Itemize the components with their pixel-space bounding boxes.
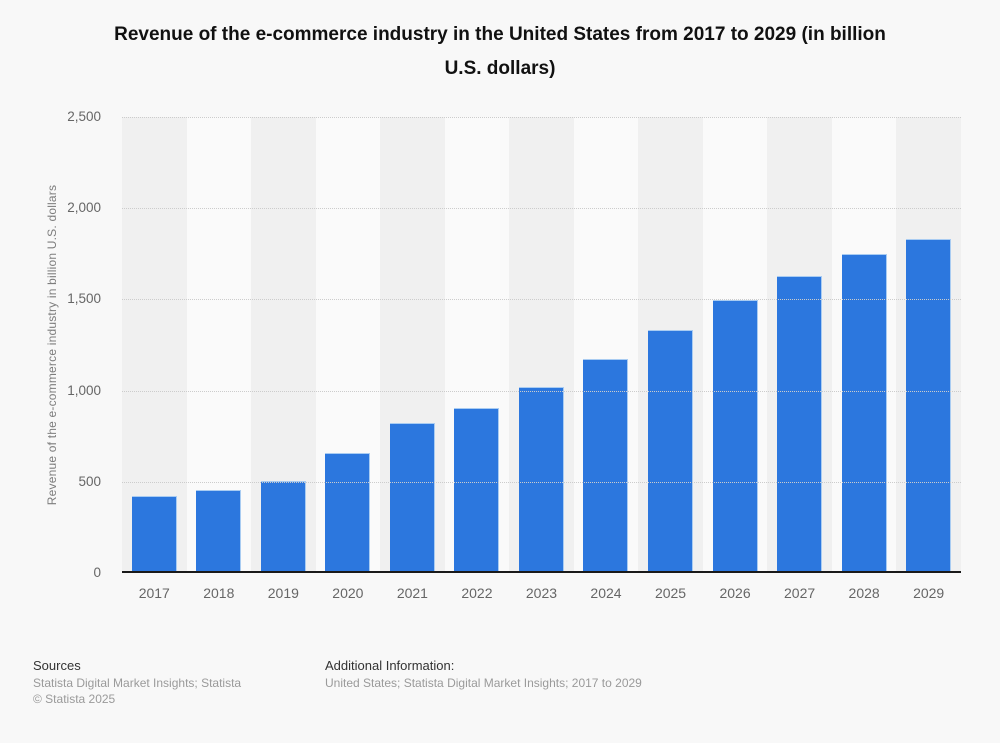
x-axis-line [122, 571, 961, 573]
bar-2020 [325, 452, 371, 573]
bar-2024 [583, 358, 629, 573]
additional-info-block: Additional Information: United States; S… [325, 657, 642, 692]
category-band-2022 [444, 117, 510, 573]
chart-title-line2: U.S. dollars) [444, 58, 556, 79]
x-tick-label-2017: 2017 [138, 585, 170, 601]
additional-info-label: Additional Information: [325, 658, 455, 673]
gridline-2,000 [122, 208, 961, 210]
bar-2029 [906, 239, 952, 573]
sources-block: Sources Statista Digital Market Insights… [33, 657, 241, 707]
x-tick-label-2022: 2022 [461, 585, 493, 601]
x-tick-label-2028: 2028 [848, 585, 880, 601]
x-tick-label-2027: 2027 [784, 585, 816, 601]
y-tick-label-2,500: 2,500 [67, 109, 101, 124]
category-bands [122, 117, 961, 573]
bar-2019 [260, 480, 306, 573]
bar-2021 [389, 422, 435, 573]
copyright-text: © Statista 2025 [33, 691, 116, 706]
bar-2017 [131, 496, 177, 573]
x-tick-label-2020: 2020 [332, 585, 364, 601]
x-axis-labels: 2017 2018 2019 2020 2021 2022 2023 2024 2025 2026… [122, 584, 961, 602]
bar-2022 [454, 407, 500, 573]
y-tick-label-500: 500 [78, 473, 101, 489]
x-tick-label-2019: 2019 [267, 585, 299, 601]
gridline-2,500 [122, 117, 961, 118]
plot-area [122, 117, 961, 573]
additional-info-text: United States; Statista Digital Market I… [325, 676, 642, 690]
category-band-2026 [702, 117, 768, 573]
y-axis-tick-labels: 0 500 1,000 1,500 2,000 2,500 [0, 109, 101, 580]
bar-2025 [648, 329, 694, 573]
y-tick-label-1,000: 1,000 [67, 382, 101, 398]
gridline-1,500 [122, 299, 961, 301]
y-tick-label-0: 0 [93, 565, 101, 580]
bar-2018 [196, 490, 242, 573]
category-band-2021 [380, 117, 445, 573]
bar-2028 [841, 253, 887, 573]
x-tick-label-2026: 2026 [719, 585, 751, 601]
gridline-500 [122, 481, 961, 483]
category-band-2018 [186, 117, 252, 573]
bar-2027 [777, 275, 823, 573]
y-tick-label-2,000: 2,000 [67, 200, 101, 216]
x-tick-label-2023: 2023 [525, 585, 558, 601]
category-band-2023 [509, 117, 574, 573]
category-band-2020 [315, 117, 381, 573]
category-band-2029 [896, 117, 961, 573]
category-band-2025 [638, 117, 703, 573]
x-tick-label-2025: 2025 [654, 585, 687, 601]
y-tick-label-1,500: 1,500 [67, 291, 101, 307]
chart-title: Revenue of the e-commerce industry in th… [0, 18, 1000, 86]
x-tick-label-2024: 2024 [590, 585, 622, 601]
gridline-1,000 [122, 390, 961, 392]
chart-title-line1: Revenue of the e-commerce industry in th… [114, 24, 886, 45]
category-band-2017 [122, 117, 187, 573]
sources-label: Sources [33, 658, 81, 673]
category-band-2027 [767, 117, 832, 573]
x-tick-label-2021: 2021 [396, 585, 428, 601]
sources-text: Statista Digital Market Insights; Statis… [33, 676, 242, 690]
category-band-2019 [251, 117, 316, 573]
bar-2026 [712, 300, 758, 573]
category-band-2024 [573, 117, 639, 573]
x-tick-label-2018: 2018 [203, 585, 235, 601]
category-band-2028 [831, 117, 897, 573]
bar-2023 [518, 387, 564, 573]
x-tick-label-2029: 2029 [913, 585, 945, 601]
